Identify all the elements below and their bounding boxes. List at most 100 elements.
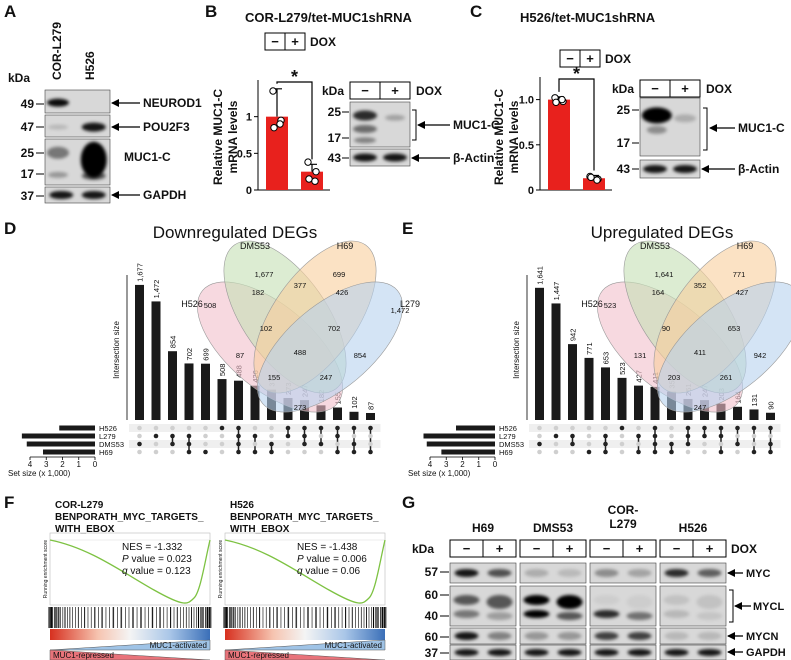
venn-count: 427 bbox=[736, 288, 749, 297]
data-point bbox=[593, 176, 601, 184]
matrix-dot bbox=[619, 441, 625, 447]
protein: NEUROD1 bbox=[143, 96, 202, 110]
matrix-dot bbox=[186, 425, 192, 431]
matrix-dot bbox=[137, 433, 142, 439]
q-value: q value = 0.06 bbox=[297, 566, 361, 577]
band bbox=[593, 610, 620, 618]
axis-label: Relative MUC1-C bbox=[211, 89, 225, 185]
bar bbox=[250, 385, 260, 420]
matrix-dot bbox=[269, 425, 274, 431]
venn-set-label: H526 bbox=[181, 299, 203, 309]
x-tick-label: 1 bbox=[477, 460, 482, 469]
value-label: 1,472 bbox=[152, 280, 161, 299]
matrix-dot bbox=[669, 425, 674, 431]
band bbox=[523, 610, 550, 618]
band bbox=[557, 649, 582, 656]
band bbox=[663, 610, 690, 618]
matrix-dot bbox=[669, 449, 674, 455]
protein: GAPDH bbox=[143, 188, 186, 202]
matrix-dot bbox=[252, 441, 258, 447]
band bbox=[556, 612, 583, 620]
band bbox=[664, 569, 689, 577]
sign: + bbox=[566, 541, 574, 556]
x-tick-label: 3 bbox=[44, 460, 49, 469]
matrix-dot bbox=[586, 449, 592, 455]
band bbox=[353, 110, 377, 121]
matrix-dot bbox=[619, 449, 625, 455]
bar bbox=[548, 99, 570, 190]
kda: kDa bbox=[612, 82, 634, 96]
matrix-dot bbox=[368, 425, 373, 431]
venn-count: 702 bbox=[328, 324, 341, 333]
matrix-dot bbox=[553, 441, 559, 447]
matrix-dot bbox=[236, 441, 241, 447]
sign: − bbox=[603, 541, 611, 556]
venn-count: 523 bbox=[604, 301, 617, 310]
x-tick-label: 2 bbox=[60, 460, 65, 469]
venn-count: 164 bbox=[652, 288, 665, 297]
band bbox=[696, 612, 723, 620]
matrix-dot bbox=[335, 449, 340, 455]
blot bbox=[639, 159, 701, 179]
venn-count: 377 bbox=[294, 281, 307, 290]
x-tick-label: 3 bbox=[444, 460, 449, 469]
set-label: DMS53 bbox=[99, 440, 124, 449]
matrix-dot bbox=[285, 449, 291, 455]
blot bbox=[659, 562, 727, 584]
matrix-dot bbox=[702, 449, 707, 455]
kda-marker: 25 bbox=[21, 146, 35, 160]
band bbox=[454, 649, 479, 656]
band bbox=[354, 137, 376, 144]
band bbox=[524, 649, 549, 656]
matrix-dot bbox=[537, 425, 542, 431]
matrix-dot bbox=[570, 433, 575, 439]
data-point bbox=[312, 167, 320, 176]
sign: + bbox=[706, 541, 714, 556]
bar bbox=[349, 411, 359, 420]
band bbox=[643, 165, 667, 173]
x-tick-label: 0 bbox=[93, 460, 98, 469]
band bbox=[557, 632, 582, 640]
matrix-dot bbox=[335, 433, 340, 439]
value-label: 942 bbox=[569, 329, 578, 342]
activated-wedge bbox=[49, 639, 211, 651]
matrix-dot bbox=[735, 433, 740, 439]
band bbox=[47, 146, 69, 159]
gsea-label: MUC1-activated bbox=[150, 641, 207, 650]
gsea-label: MUC1-activated bbox=[325, 641, 382, 650]
x-tick-label: 4 bbox=[28, 460, 33, 469]
value-label: 87 bbox=[367, 402, 376, 410]
matrix-dot bbox=[236, 425, 241, 431]
matrix-dot bbox=[751, 425, 757, 431]
value-label: 102 bbox=[350, 396, 359, 409]
bar bbox=[568, 344, 577, 420]
value-label: 1,677 bbox=[136, 263, 145, 282]
set-label: H69 bbox=[499, 448, 513, 457]
blot bbox=[44, 89, 111, 114]
cell-line: H526 bbox=[679, 521, 708, 535]
kda: kDa bbox=[412, 542, 434, 556]
panel-title: Downregulated DEGs bbox=[153, 223, 317, 242]
matrix-dot bbox=[252, 449, 258, 455]
venn-count: 488 bbox=[294, 348, 307, 357]
q-value: q value = 0.123 bbox=[122, 566, 191, 577]
matrix-dot bbox=[153, 425, 159, 431]
band bbox=[557, 569, 582, 577]
set-label: DMS53 bbox=[499, 440, 524, 449]
value-label: 508 bbox=[218, 364, 227, 377]
matrix-dot bbox=[318, 449, 324, 455]
data-point bbox=[305, 175, 313, 183]
venn-set-label: H69 bbox=[337, 241, 354, 251]
q-symbol: q bbox=[297, 566, 303, 577]
x-tick-label: 2 bbox=[460, 460, 465, 469]
venn-count: 273 bbox=[294, 403, 307, 412]
matrix-dot bbox=[186, 449, 192, 455]
bracket bbox=[703, 107, 708, 151]
gsea-title: BENPORATH_MYC_TARGETS_ bbox=[230, 512, 379, 523]
value-label: 771 bbox=[585, 342, 594, 355]
matrix-dot bbox=[586, 425, 592, 431]
data-point bbox=[270, 123, 278, 132]
set-bar bbox=[423, 433, 495, 439]
axis-label: mRNA levels bbox=[226, 100, 240, 173]
band bbox=[594, 649, 619, 656]
